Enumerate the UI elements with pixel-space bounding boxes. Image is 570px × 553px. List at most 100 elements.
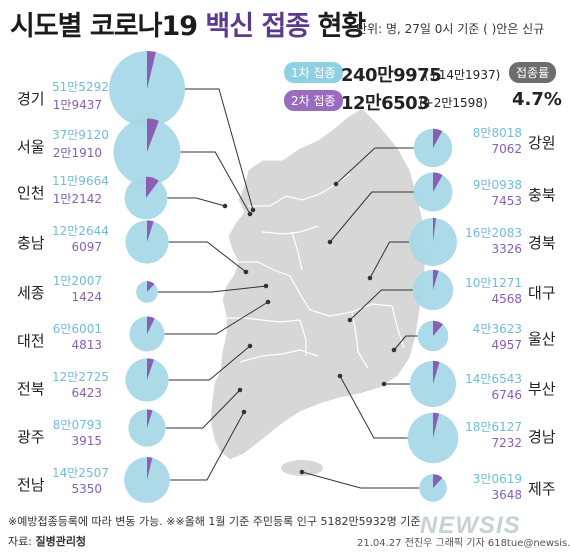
pie-dose2-slice-3 xyxy=(147,220,154,242)
dose1-value: 240만9975 xyxy=(341,65,442,86)
region-dose2-daegu: 4568 xyxy=(491,292,522,306)
pie-dose2-slice-10 xyxy=(433,172,443,192)
leader-dot-14 xyxy=(381,381,387,387)
leader-line-5 xyxy=(164,301,269,335)
leader-dot-12 xyxy=(347,317,353,323)
leader-dot-0 xyxy=(250,207,256,213)
region-name-chungnam: 충남 xyxy=(17,234,45,252)
leader-dot-6 xyxy=(247,343,253,349)
source-label: 자료: xyxy=(8,535,32,548)
pie-dose2-slice-7 xyxy=(147,409,153,428)
region-dose1-chungnam: 12만2644 xyxy=(52,224,109,238)
rate-value: 4.7% xyxy=(512,89,562,110)
region-dose1-sejong: 1만2007 xyxy=(52,274,102,288)
region-name-gangwon: 강원 xyxy=(528,134,556,152)
leader-line-6 xyxy=(168,345,251,381)
region-dose1-gangwon: 8만8018 xyxy=(472,126,522,140)
region-dose1-busan: 14만6543 xyxy=(465,372,522,386)
leader-dot-9 xyxy=(333,181,339,187)
region-dose2-gwangju: 3915 xyxy=(71,434,102,448)
region-dose2-sejong: 1424 xyxy=(71,290,102,304)
pie-dose2-slice-1 xyxy=(147,118,159,152)
leader-dot-13 xyxy=(391,347,397,353)
region-dose2-busan: 6746 xyxy=(491,388,522,402)
region-dose1-jeonnam: 14만2507 xyxy=(52,466,109,480)
title-part3: 현황 xyxy=(317,11,367,42)
region-dose2-seoul: 2만1910 xyxy=(52,146,102,160)
pie-dose2-slice-8 xyxy=(147,457,153,480)
mainland-shape xyxy=(209,107,427,461)
leader-dot-8 xyxy=(241,409,247,415)
pie-dose2-slice-9 xyxy=(433,128,443,148)
region-dose1-daegu: 10만1271 xyxy=(465,276,522,290)
region-dose2-chungbuk: 7453 xyxy=(491,194,522,208)
region-dose2-gyeonggi: 1만9437 xyxy=(52,98,102,112)
region-dose1-ulsan: 4만3623 xyxy=(472,322,522,336)
region-dose2-daejeon: 4813 xyxy=(71,338,102,352)
region-name-seoul: 서울 xyxy=(17,138,45,156)
dose2-label: 2차 접종 xyxy=(284,90,343,111)
leader-line-12 xyxy=(349,289,413,321)
region-name-gyeonggi: 경기 xyxy=(17,90,45,108)
region-dose1-gyeongbuk: 16만2083 xyxy=(465,226,522,240)
leader-line-1 xyxy=(180,151,251,215)
leader-dot-1 xyxy=(247,211,253,217)
region-name-gyeongnam: 경남 xyxy=(528,428,556,446)
region-dose2-incheon: 1만2142 xyxy=(52,192,102,206)
leader-line-8 xyxy=(169,411,245,481)
pie-dose2-slice-13 xyxy=(433,320,444,336)
region-name-gwangju: 광주 xyxy=(17,428,45,446)
region-name-jeju: 제주 xyxy=(528,480,556,498)
pie-dose2-slice-5 xyxy=(147,316,155,334)
leader-line-15 xyxy=(339,375,408,439)
leader-dot-10 xyxy=(327,239,333,245)
region-dose1-jeonbuk: 12만2725 xyxy=(52,370,109,384)
credit-line: 21.04.27 전진우 그래픽 기자 618tue@newsis.com xyxy=(357,538,570,549)
region-dose1-gwangju: 8만0793 xyxy=(52,418,102,432)
dose1-label: 1차 접종 xyxy=(284,62,343,83)
leader-line-13 xyxy=(393,335,418,351)
region-name-daejeon: 대전 xyxy=(17,332,45,350)
region-dose1-seoul: 37만9120 xyxy=(52,128,109,142)
region-dose1-daejeon: 6만6001 xyxy=(52,322,102,336)
pie-dose2-slice-4 xyxy=(147,281,155,292)
region-dose2-jeju: 3648 xyxy=(491,488,522,502)
region-dose1-chungbuk: 9만0938 xyxy=(472,178,522,192)
region-dose2-gyeongnam: 7232 xyxy=(491,436,522,450)
leader-line-2 xyxy=(167,197,226,207)
newsis-logo: NEWSIS xyxy=(420,512,521,539)
pie-dose2-slice-11 xyxy=(433,218,437,242)
region-dose1-jeju: 3만0619 xyxy=(472,472,522,486)
pie-dose2-slice-6 xyxy=(147,358,154,380)
region-dose1-gyeonggi: 51만5292 xyxy=(52,80,109,94)
footnote: ※예방접종등록에 따라 변동 가능. ※※올해 1월 기준 주민등록 인구 51… xyxy=(8,515,421,528)
leader-dot-11 xyxy=(367,275,373,281)
pie-dose2-slice-12 xyxy=(433,269,439,290)
source: 자료: 질병관리청 xyxy=(8,533,86,549)
region-name-jeonbuk: 전북 xyxy=(17,380,45,398)
region-dose2-gyeongbuk: 3326 xyxy=(491,242,522,256)
title-part1: 시도별 코로나19 xyxy=(10,11,198,42)
region-name-daegu: 대구 xyxy=(528,284,556,302)
region-dose1-gyeongnam: 18만6127 xyxy=(465,420,522,434)
region-name-chungbuk: 충북 xyxy=(528,186,556,204)
unit-note: 단위: 명, 27일 0시 기준 ( )안은 신규 xyxy=(356,22,545,36)
leader-line-10 xyxy=(329,191,414,243)
region-dose2-jeonnam: 5350 xyxy=(71,482,102,496)
leader-dot-5 xyxy=(265,299,271,305)
page-title: 시도별 코로나19 백신 접종 현황 xyxy=(10,4,367,43)
leader-line-7 xyxy=(165,389,241,429)
pie-dose2-slice-15 xyxy=(433,412,440,438)
region-dose2-gangwon: 7062 xyxy=(491,142,522,156)
leader-dot-15 xyxy=(337,373,343,379)
dose2-increase: (+2만1598) xyxy=(419,96,488,110)
leader-line-11 xyxy=(369,241,410,279)
pie-dose2-slice-2 xyxy=(146,176,159,198)
leader-dot-16 xyxy=(299,469,305,475)
leader-line-4 xyxy=(157,285,267,293)
leader-dot-2 xyxy=(222,203,228,209)
leader-line-3 xyxy=(168,241,247,273)
dose2-value: 12만6503 xyxy=(341,93,430,114)
region-name-sejong: 세종 xyxy=(17,284,45,302)
